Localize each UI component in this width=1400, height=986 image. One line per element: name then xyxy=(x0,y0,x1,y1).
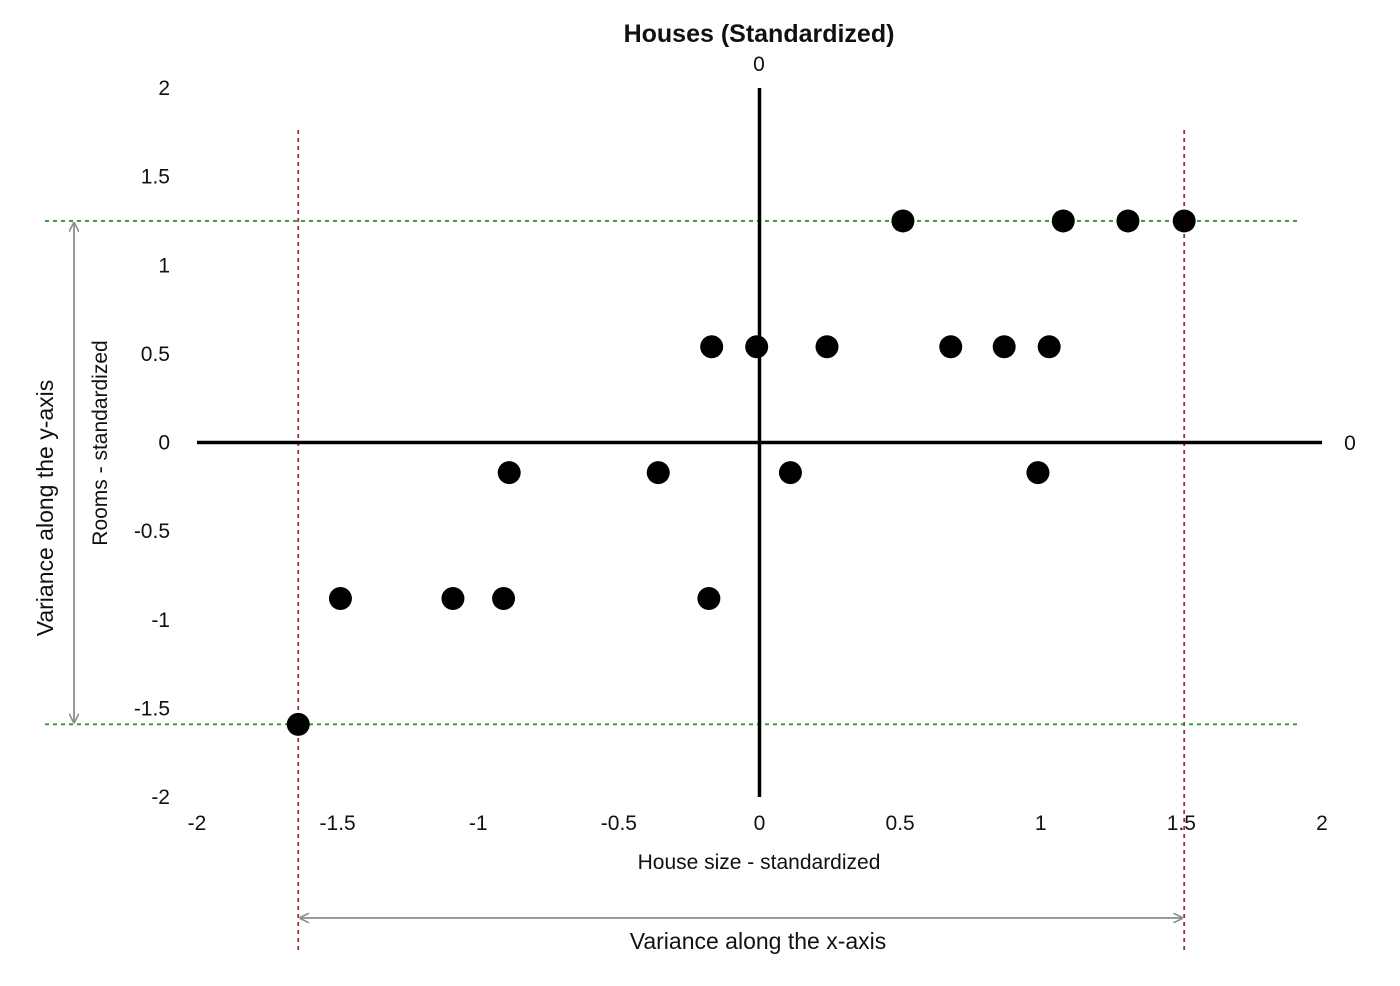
data-point xyxy=(1172,209,1196,233)
x-tick-label: 0 xyxy=(754,812,766,835)
x-tick-label: -1.5 xyxy=(320,812,356,835)
x-tick-labels: -2 -1.5 -1 -0.5 0 0.5 1 1.5 2 xyxy=(188,812,1328,835)
x-tick-label: 1.5 xyxy=(1167,812,1196,835)
data-point xyxy=(497,461,521,485)
y-tick-label: 0.5 xyxy=(141,343,170,366)
data-point xyxy=(1037,335,1061,359)
data-point xyxy=(992,335,1016,359)
y-tick-label: -2 xyxy=(151,786,170,809)
origin-label-top: 0 xyxy=(753,53,765,76)
y-tick-labels: 2 1.5 1 0.5 0 -0.5 -1 -1.5 -2 xyxy=(134,77,170,809)
chart-title: Houses (Standardized) xyxy=(624,20,895,48)
y-tick-label: 0 xyxy=(158,432,170,455)
x-axis-label: House size - standardized xyxy=(638,851,881,874)
x-tick-label: -2 xyxy=(188,812,207,835)
x-tick-label: 1 xyxy=(1035,812,1047,835)
data-point xyxy=(492,586,516,610)
data-point xyxy=(646,461,670,485)
x-tick-label: -1 xyxy=(469,812,488,835)
data-point xyxy=(328,586,352,610)
x-tick-label: -0.5 xyxy=(601,812,637,835)
data-point xyxy=(778,461,802,485)
y-axis-label: Rooms - standardized xyxy=(89,340,112,545)
y-tick-label: 1.5 xyxy=(141,166,170,189)
data-point xyxy=(815,335,839,359)
axes xyxy=(197,88,1322,797)
x-tick-label: 2 xyxy=(1316,812,1328,835)
data-point xyxy=(1051,209,1075,233)
data-point xyxy=(1116,209,1140,233)
origin-label-right: 0 xyxy=(1344,432,1356,455)
y-tick-label: 1 xyxy=(158,254,170,277)
variance-y-label: Variance along the y-axis xyxy=(32,380,58,637)
data-point xyxy=(745,335,769,359)
y-tick-label: 2 xyxy=(158,77,170,100)
variance-x-label: Variance along the x-axis xyxy=(630,928,887,954)
variance-guides xyxy=(45,130,1298,950)
y-tick-label: -0.5 xyxy=(134,520,170,543)
data-point xyxy=(700,335,724,359)
data-point xyxy=(939,335,963,359)
data-point xyxy=(891,209,915,233)
data-points xyxy=(286,209,1196,736)
y-tick-label: -1.5 xyxy=(134,697,170,720)
data-point xyxy=(441,586,465,610)
x-tick-label: 0.5 xyxy=(886,812,915,835)
data-point xyxy=(697,586,721,610)
data-point xyxy=(286,712,310,736)
y-tick-label: -1 xyxy=(151,609,170,632)
data-point xyxy=(1026,461,1050,485)
